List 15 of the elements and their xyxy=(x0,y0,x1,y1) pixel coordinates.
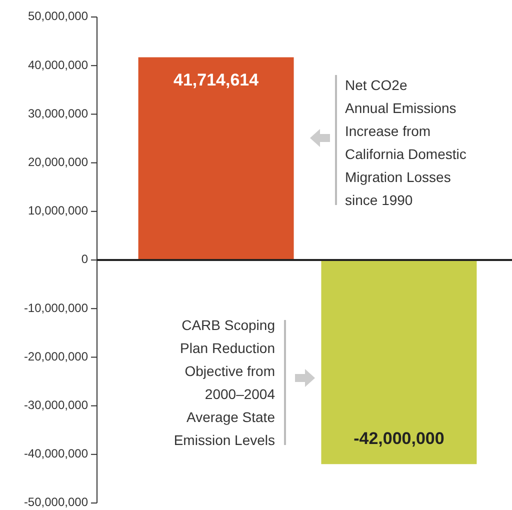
y-tick-label: -20,000,000 xyxy=(24,349,88,364)
y-tick-label: -40,000,000 xyxy=(24,446,88,461)
y-tick-label: 10,000,000 xyxy=(28,204,88,218)
y-tick-label: -10,000,000 xyxy=(24,300,88,315)
data-label: -42,000,000 xyxy=(354,429,444,448)
y-tick-label: 30,000,000 xyxy=(28,106,88,120)
annotation: Net CO2e Annual Emissions Increase from California Domestic Migration Losses since 1990 xyxy=(345,77,466,208)
y-tick-label: 20,000,000 xyxy=(28,154,88,169)
y-tick-label: 50,000,000 xyxy=(28,9,88,24)
y-tick-label: 40,000,000 xyxy=(28,58,88,72)
data-label: 41,714,614 xyxy=(173,70,260,90)
y-tick-label: 0 xyxy=(81,252,88,266)
annotation: CARB Scoping Plan Reduction Objective from 2000–2004 Average State Emission Levels xyxy=(174,317,276,448)
y-tick-label: -30,000,000 xyxy=(24,398,88,412)
y-tick-label: -50,000,000 xyxy=(24,495,88,510)
